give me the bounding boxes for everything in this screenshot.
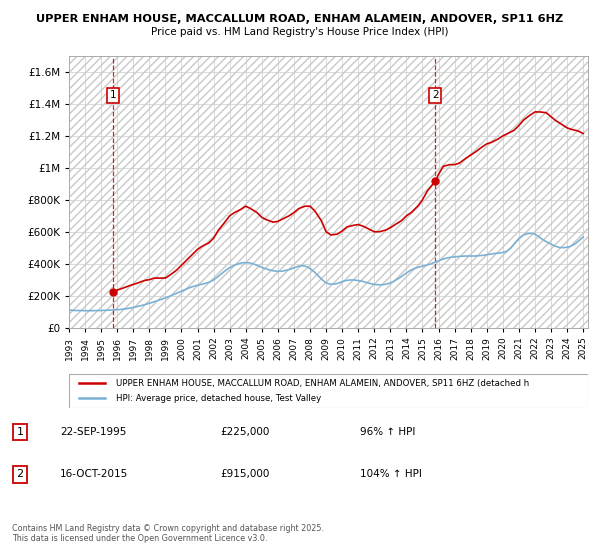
Text: 2: 2 <box>432 90 439 100</box>
Text: Contains HM Land Registry data © Crown copyright and database right 2025.
This d: Contains HM Land Registry data © Crown c… <box>12 524 324 543</box>
Text: 1: 1 <box>109 90 116 100</box>
Text: 16-OCT-2015: 16-OCT-2015 <box>60 469 128 479</box>
Text: 2: 2 <box>16 469 23 479</box>
Text: UPPER ENHAM HOUSE, MACCALLUM ROAD, ENHAM ALAMEIN, ANDOVER, SP11 6HZ: UPPER ENHAM HOUSE, MACCALLUM ROAD, ENHAM… <box>37 14 563 24</box>
Text: £915,000: £915,000 <box>220 469 269 479</box>
Text: 96% ↑ HPI: 96% ↑ HPI <box>360 427 415 437</box>
Text: 104% ↑ HPI: 104% ↑ HPI <box>360 469 422 479</box>
Text: Price paid vs. HM Land Registry's House Price Index (HPI): Price paid vs. HM Land Registry's House … <box>151 27 449 37</box>
Text: 1: 1 <box>17 427 23 437</box>
Text: £225,000: £225,000 <box>220 427 269 437</box>
Text: HPI: Average price, detached house, Test Valley: HPI: Average price, detached house, Test… <box>116 394 321 403</box>
Text: UPPER ENHAM HOUSE, MACCALLUM ROAD, ENHAM ALAMEIN, ANDOVER, SP11 6HZ (detached h: UPPER ENHAM HOUSE, MACCALLUM ROAD, ENHAM… <box>116 379 529 388</box>
Text: 22-SEP-1995: 22-SEP-1995 <box>60 427 127 437</box>
